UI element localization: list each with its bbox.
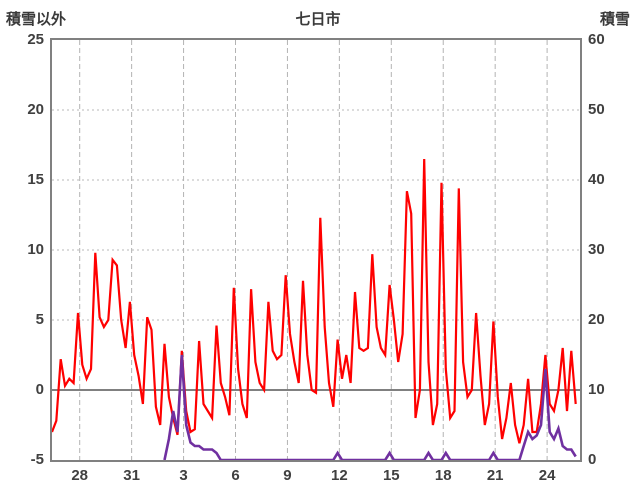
x-axis-tick-label: 21 xyxy=(486,467,504,484)
x-axis-tick-label: 24 xyxy=(538,467,556,484)
left-axis-tick-label: 10 xyxy=(27,241,44,258)
left-axis-title: 積雪以外 xyxy=(6,11,67,28)
x-axis-tick-label: 15 xyxy=(382,467,400,484)
x-axis-tick-label: 3 xyxy=(179,467,188,484)
left-axis-tick-label: 15 xyxy=(27,171,44,188)
chart-svg xyxy=(52,40,580,460)
right-axis-tick-label: 20 xyxy=(588,311,605,328)
right-axis-tick-label: 0 xyxy=(588,451,597,468)
plot-area xyxy=(50,38,582,462)
right-axis-tick-label: 60 xyxy=(588,31,605,48)
left-axis-tick-label: 25 xyxy=(27,31,44,48)
left-axis-tick-label: 20 xyxy=(27,101,44,118)
x-axis-tick-label: 31 xyxy=(123,467,140,484)
x-axis-tick-label: 28 xyxy=(71,467,89,484)
x-axis-tick-label: 12 xyxy=(331,467,348,484)
right-axis-title: 積雪 xyxy=(599,11,630,28)
left-axis-tick-label: 5 xyxy=(35,311,44,328)
right-axis-tick-label: 40 xyxy=(588,171,605,188)
x-axis-tick-label: 6 xyxy=(231,467,240,484)
non-snow-series-line xyxy=(52,158,577,444)
chart-title: 七日市 xyxy=(295,11,341,28)
right-axis-tick-label: 10 xyxy=(588,381,605,398)
x-axis-tick-label: 9 xyxy=(283,467,292,484)
right-axis-tick-label: 50 xyxy=(588,101,605,118)
right-axis-tick-label: 30 xyxy=(588,241,605,258)
x-axis-tick-label: 18 xyxy=(434,467,452,484)
left-axis-tick-label: -5 xyxy=(30,451,44,468)
left-axis-tick-label: 0 xyxy=(35,381,44,398)
